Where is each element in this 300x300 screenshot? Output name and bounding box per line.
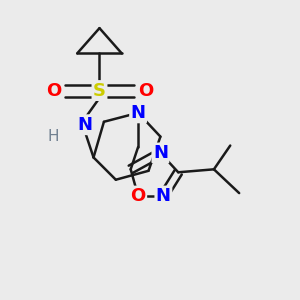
Text: N: N <box>156 187 171 205</box>
Text: N: N <box>153 144 168 162</box>
Text: O: O <box>46 82 61 100</box>
Text: S: S <box>93 82 106 100</box>
Text: O: O <box>130 187 146 205</box>
Text: H: H <box>48 129 59 144</box>
Text: N: N <box>130 104 146 122</box>
Text: O: O <box>138 82 153 100</box>
Text: N: N <box>77 116 92 134</box>
